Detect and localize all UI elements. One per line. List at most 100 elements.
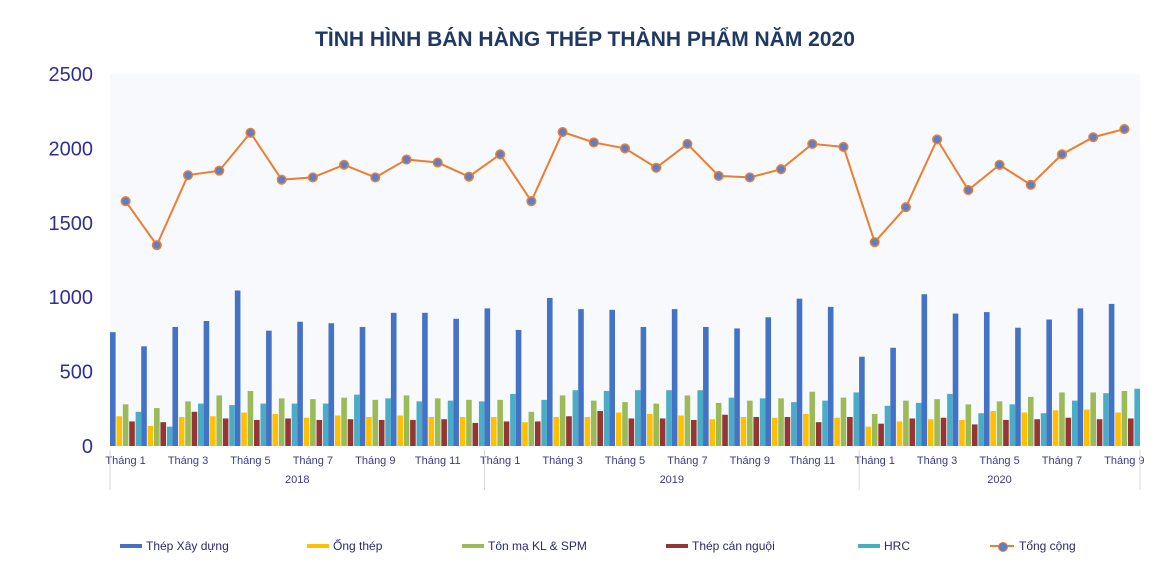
bar-hrc: [978, 413, 984, 446]
year-label: 2018: [285, 474, 309, 486]
total-line-point: [1088, 132, 1099, 143]
bar-hrc: [541, 399, 547, 446]
category-bar-group: [640, 326, 672, 446]
bar-ống-thép: [147, 425, 154, 446]
bar-thép-xây-dựng: [859, 356, 865, 446]
total-line-point: [1025, 179, 1036, 190]
legend-color-swatch: [307, 544, 329, 548]
y-tick-label: 2500: [49, 64, 94, 86]
plot-background: [110, 74, 1140, 446]
bar-thép-cán-nguội: [1096, 419, 1103, 446]
bar-hrc: [1134, 388, 1140, 446]
bar-ống-thép: [803, 414, 809, 446]
legend-color-swatch: [858, 544, 880, 548]
category-bar-group: [983, 312, 1016, 446]
legend-label: Ống thép: [333, 539, 383, 553]
category-bar-group: [1015, 327, 1047, 446]
legend-line-swatch: [990, 542, 1014, 552]
category-bar-group: [890, 347, 922, 446]
bar-ống-thép: [522, 422, 528, 446]
bar-thép-cán-nguội: [1127, 418, 1134, 446]
bar-hrc: [354, 394, 360, 446]
x-tick-label: Tháng 5: [979, 455, 1019, 467]
bar-ống-thép: [865, 426, 872, 446]
bar-ống-thép: [678, 415, 684, 446]
x-tick-label: Tháng 3: [917, 455, 957, 467]
bar-tôn-mạ-kl-&-spm: [559, 395, 566, 446]
total-line-point: [1119, 124, 1130, 135]
bar-thép-cán-nguội: [784, 416, 791, 446]
bar-ống-thép: [834, 417, 840, 446]
bar-thép-xây-dựng: [515, 329, 522, 446]
bar-thép-cán-nguội: [285, 418, 291, 446]
bar-ống-thép: [896, 421, 903, 446]
bar-ống-thép: [1083, 409, 1090, 446]
bar-thép-cán-nguội: [971, 424, 978, 446]
bar-ống-thép: [990, 411, 996, 446]
bar-tôn-mạ-kl-&-spm: [341, 397, 347, 446]
bar-hrc: [635, 390, 641, 446]
bar-tôn-mạ-kl-&-spm: [247, 390, 254, 446]
category-bar-group: [110, 332, 142, 446]
bar-thép-cán-nguội: [129, 421, 135, 446]
chart-title: TÌNH HÌNH BÁN HÀNG THÉP THÀNH PHẨM NĂM 2…: [315, 28, 855, 51]
bar-thép-xây-dựng: [328, 323, 335, 446]
y-tick-label: 0: [82, 436, 93, 458]
bar-hrc: [416, 401, 423, 446]
total-line-layer: [120, 124, 1130, 251]
total-line-point: [120, 196, 131, 207]
category-bar-group: [203, 321, 235, 446]
bar-ống-thép: [334, 415, 341, 446]
bar-hrc: [1071, 400, 1078, 446]
bar-tôn-mạ-kl-&-spm: [840, 397, 847, 446]
bar-hrc: [447, 400, 454, 446]
bar-thép-cán-nguội: [940, 417, 947, 446]
category-bar-group: [734, 328, 766, 446]
legend-label: HRC: [884, 539, 910, 553]
total-line-point: [776, 164, 787, 175]
bar-thép-xây-dựng: [765, 317, 772, 446]
total-line-point: [713, 170, 724, 181]
bar-thép-xây-dựng: [1015, 327, 1021, 446]
category-bar-group: [422, 312, 454, 446]
total-line-point: [994, 159, 1005, 170]
bar-thép-xây-dựng: [266, 330, 272, 446]
bar-thép-cán-nguội: [441, 419, 447, 446]
bar-tôn-mạ-kl-&-spm: [809, 391, 816, 446]
bar-ống-thép: [1115, 412, 1121, 446]
legend-item: Tôn mạ KL & SPM: [462, 538, 587, 554]
bar-tôn-mạ-kl-&-spm: [434, 398, 441, 446]
x-tick-label: Tháng 11: [789, 455, 835, 467]
bar-thép-xây-dựng: [234, 290, 241, 446]
bar-thép-cán-nguội: [847, 416, 853, 446]
bar-thép-cán-nguội: [347, 419, 354, 446]
bar-tôn-mạ-kl-&-spm: [216, 395, 223, 446]
bar-tôn-mạ-kl-&-spm: [871, 414, 878, 446]
bar-thép-cán-nguội: [753, 416, 760, 446]
bar-ống-thép: [459, 416, 466, 446]
category-bar-group: [172, 326, 204, 446]
category-bar-group: [921, 294, 953, 446]
category-bar-group: [390, 312, 423, 446]
bar-thép-cán-nguội: [254, 419, 260, 446]
x-tick-label: Tháng 7: [1042, 455, 1082, 467]
total-line-point: [557, 126, 568, 138]
bar-thép-cán-nguội: [691, 419, 697, 446]
bar-thép-cán-nguội: [909, 418, 916, 446]
bar-tôn-mạ-kl-&-spm: [965, 404, 972, 446]
bar-ống-thép: [272, 414, 279, 446]
total-line-point: [495, 149, 506, 160]
legend-color-swatch: [666, 544, 688, 548]
bar-thép-cán-nguội: [222, 418, 229, 446]
bar-thép-cán-nguội: [597, 411, 603, 446]
category-bar-group: [671, 309, 704, 446]
bar-thép-xây-dựng: [390, 312, 397, 446]
y-axis: 0 500 1000 1500 2000 2500: [49, 64, 94, 458]
bar-tôn-mạ-kl-&-spm: [715, 402, 722, 446]
bar-thép-xây-dựng: [827, 306, 834, 446]
bar-tôn-mạ-kl-&-spm: [528, 411, 535, 446]
category-bar-group: [328, 323, 360, 446]
y-tick-label: 500: [60, 362, 93, 384]
category-bar-group: [1077, 308, 1109, 446]
x-tick-label: Tháng 5: [605, 455, 645, 467]
